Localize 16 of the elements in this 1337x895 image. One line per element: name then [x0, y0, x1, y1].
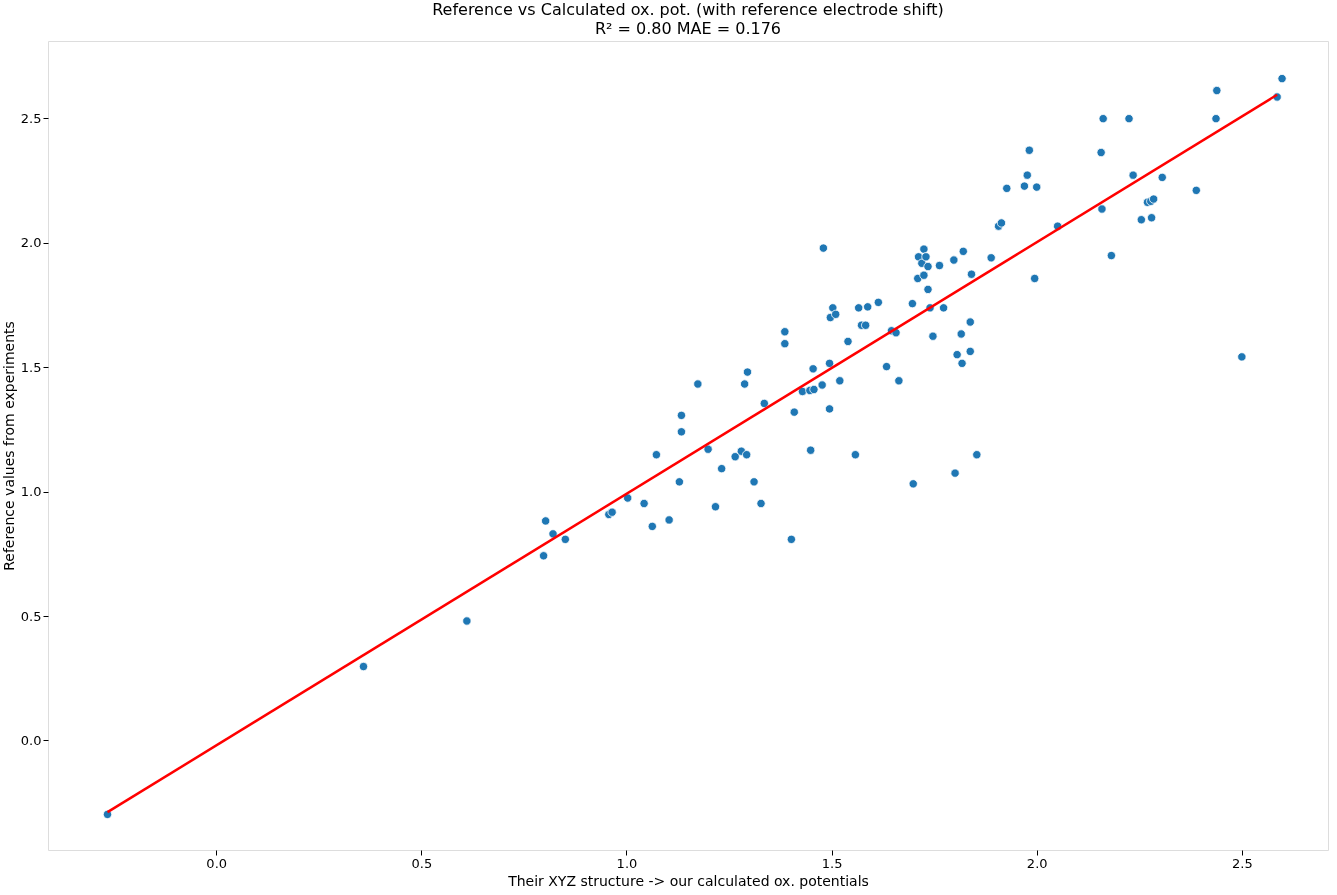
x-tick-label: 2.0: [1026, 855, 1048, 871]
y-tick-label: 1.5: [20, 359, 42, 375]
y-tick-label: 0.5: [20, 608, 42, 624]
y-axis-title: Reference values from experiments: [0, 321, 17, 571]
x-tick-label: 1.0: [616, 855, 638, 871]
y-tick-label: 2.5: [20, 110, 42, 126]
x-tick-label: 1.5: [821, 855, 843, 871]
x-tick-label: 0.5: [411, 855, 433, 871]
x-tick-label: 2.5: [1232, 855, 1253, 871]
y-tick-label: 2.0: [20, 235, 42, 251]
chart-title: Reference vs Calculated ox. pot. (with reference electrode shift): [432, 0, 944, 19]
chart-subtitle: R² = 0.80 MAE = 0.176: [594, 19, 782, 38]
y-tick-label: 0.0: [20, 732, 42, 748]
x-tick-label: 0.0: [206, 855, 228, 871]
y-tick-label: 1.0: [20, 484, 42, 500]
x-axis-title: Their XYZ structure -> our calculated ox. potentials: [507, 872, 869, 889]
